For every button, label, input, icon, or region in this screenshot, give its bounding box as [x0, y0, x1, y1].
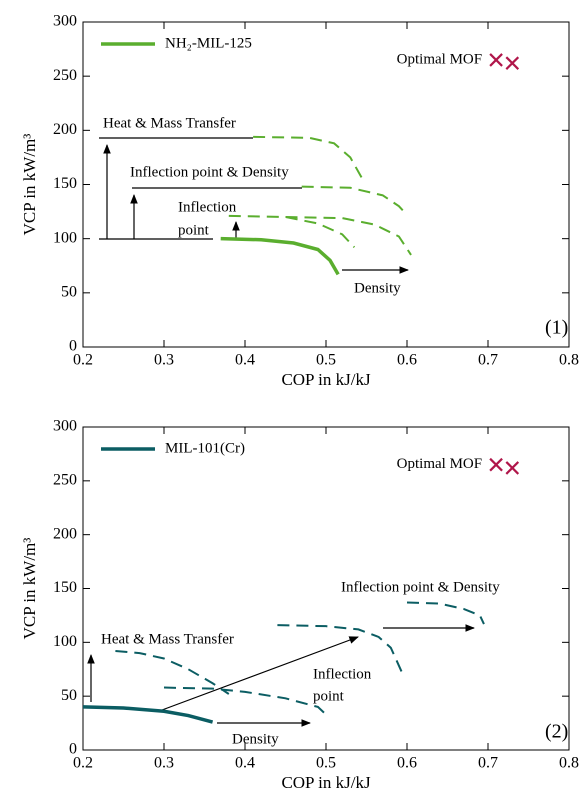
x-tick-label: 0.7: [478, 755, 498, 772]
series-line: [228, 214, 356, 249]
x-tick-label: 0.6: [397, 755, 417, 772]
x-tick-label: 0.7: [478, 352, 498, 369]
y-tick-label: 250: [53, 472, 77, 489]
marker-stroke: [505, 56, 520, 70]
y-tick-label: 0: [69, 741, 77, 758]
annotation: Inflection: [313, 666, 372, 682]
marker: [505, 56, 520, 70]
series-line: [277, 624, 404, 676]
y-tick-label: 50: [61, 284, 77, 301]
y-axis-label: VCP in kW/m³: [20, 538, 39, 640]
x-tick-label: 0.4: [235, 352, 255, 369]
series-line: [82, 705, 214, 724]
legend-label: MIL-101(Cr): [165, 440, 245, 456]
annotation: Density: [354, 280, 401, 296]
annotation: Heat & Mass Transfer: [101, 631, 234, 647]
y-tick-label: 150: [53, 579, 77, 596]
marker: [505, 461, 520, 475]
panel-label: (1): [545, 317, 568, 339]
legend-label: NH₂-MIL-125: [165, 35, 252, 51]
marker-stroke: [505, 461, 520, 475]
y-tick-label: 50: [61, 687, 77, 704]
marker-stroke: [489, 53, 503, 67]
x-tick-label: 0.3: [154, 755, 174, 772]
x-tick-label: 0.2: [73, 755, 93, 772]
marker: [489, 53, 503, 67]
marker-label: Optimal MOF: [397, 456, 482, 472]
series-line: [163, 686, 327, 716]
annotation: Density: [232, 731, 279, 747]
y-tick-label: 200: [53, 525, 77, 542]
x-tick-label: 0.6: [397, 352, 417, 369]
x-tick-label: 0.8: [559, 352, 579, 369]
x-axis-label: COP in kJ/kJ: [281, 370, 371, 389]
y-tick-label: 300: [53, 13, 77, 30]
y-tick-label: 200: [53, 121, 77, 138]
y-tick-label: 250: [53, 67, 77, 84]
annotation: Heat & Mass Transfer: [103, 115, 236, 131]
series-line: [406, 601, 485, 625]
x-tick-label: 0.2: [73, 352, 93, 369]
marker: [489, 457, 503, 472]
panel-label: (2): [545, 721, 568, 743]
marker-label: Optimal MOF: [397, 51, 482, 67]
x-tick-label: 0.4: [235, 755, 255, 772]
annotation: Inflection point & Density: [130, 164, 289, 180]
x-tick-label: 0.3: [154, 352, 174, 369]
x-tick-label: 0.8: [559, 755, 579, 772]
x-tick-label: 0.5: [316, 755, 336, 772]
annotation: Inflection point & Density: [341, 579, 500, 595]
annotation: point: [313, 688, 345, 704]
annotation: Inflection: [178, 199, 237, 215]
y-axis-label: VCP in kW/m³: [20, 134, 39, 236]
series-line: [285, 216, 412, 256]
series-line: [253, 135, 364, 180]
panel: Heat & Mass Transfer Inflection point & …: [20, 418, 579, 792]
y-tick-label: 150: [53, 175, 77, 192]
series-line: [115, 649, 230, 695]
panel: Heat & Mass Transfer Inflection point & …: [20, 13, 579, 389]
arrow: [161, 636, 359, 711]
marker-stroke: [489, 457, 503, 472]
y-tick-label: 0: [69, 338, 77, 355]
x-tick-label: 0.5: [316, 352, 336, 369]
plot-frame: [82, 21, 570, 348]
y-tick-label: 100: [53, 229, 77, 246]
y-tick-label: 100: [53, 633, 77, 650]
y-tick-label: 300: [53, 418, 77, 435]
annotation: point: [178, 222, 210, 238]
series-line: [220, 236, 340, 276]
x-axis-label: COP in kJ/kJ: [281, 773, 371, 792]
series-line: [301, 185, 408, 216]
